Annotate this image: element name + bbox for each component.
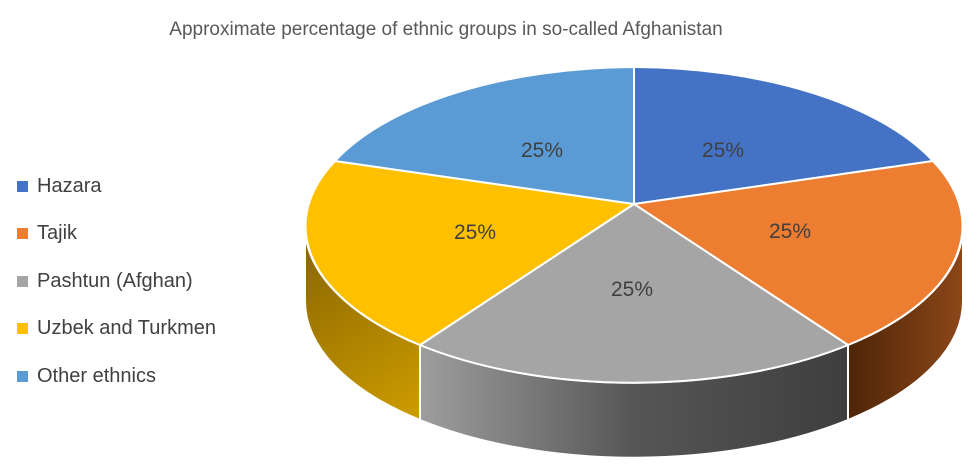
- legend-item-uzbek-turkmen: Uzbek and Turkmen: [17, 315, 216, 343]
- legend-label-hazara: Hazara: [37, 174, 102, 197]
- legend-swatch-other-ethnics: [17, 370, 28, 382]
- legend-item-tajik: Tajik: [17, 220, 216, 248]
- legend-swatch-pashtun: [17, 275, 28, 287]
- legend-label-other-ethnics: Other ethnics: [37, 364, 156, 387]
- legend-label-pashtun: Pashtun (Afghan): [37, 269, 193, 292]
- data-label-tajik: 25%: [769, 220, 811, 243]
- pie-slice-other-ethnics: [334, 66, 635, 205]
- legend-item-pashtun: Pashtun (Afghan): [17, 267, 216, 295]
- data-label-uzbek-turkmen: 25%: [454, 221, 496, 244]
- chart-title: Approximate percentage of ethnic groups …: [169, 19, 723, 40]
- pie-slice-hazara: [633, 66, 934, 205]
- data-label-other-ethnics: 25%: [521, 139, 563, 162]
- legend-label-tajik: Tajik: [37, 222, 78, 244]
- data-label-pashtun: 25%: [611, 278, 653, 301]
- legend-item-hazara: Hazara: [17, 172, 216, 200]
- legend-swatch-hazara: [17, 180, 28, 192]
- data-label-hazara: 25%: [702, 139, 744, 162]
- legend-label-uzbek-turkmen: Uzbek and Turkmen: [37, 317, 216, 339]
- legend: Hazara Tajik Pashtun (Afghan) Uzbek and …: [17, 172, 216, 390]
- legend-swatch-uzbek-turkmen: [17, 323, 28, 334]
- pie-slice-pashtun: [419, 203, 849, 384]
- pie-slice-uzbek-turkmen: [304, 160, 635, 346]
- legend-swatch-tajik: [17, 228, 28, 239]
- pie-slice-tajik: [633, 160, 964, 346]
- legend-item-other-ethnics: Other ethnics: [17, 362, 216, 390]
